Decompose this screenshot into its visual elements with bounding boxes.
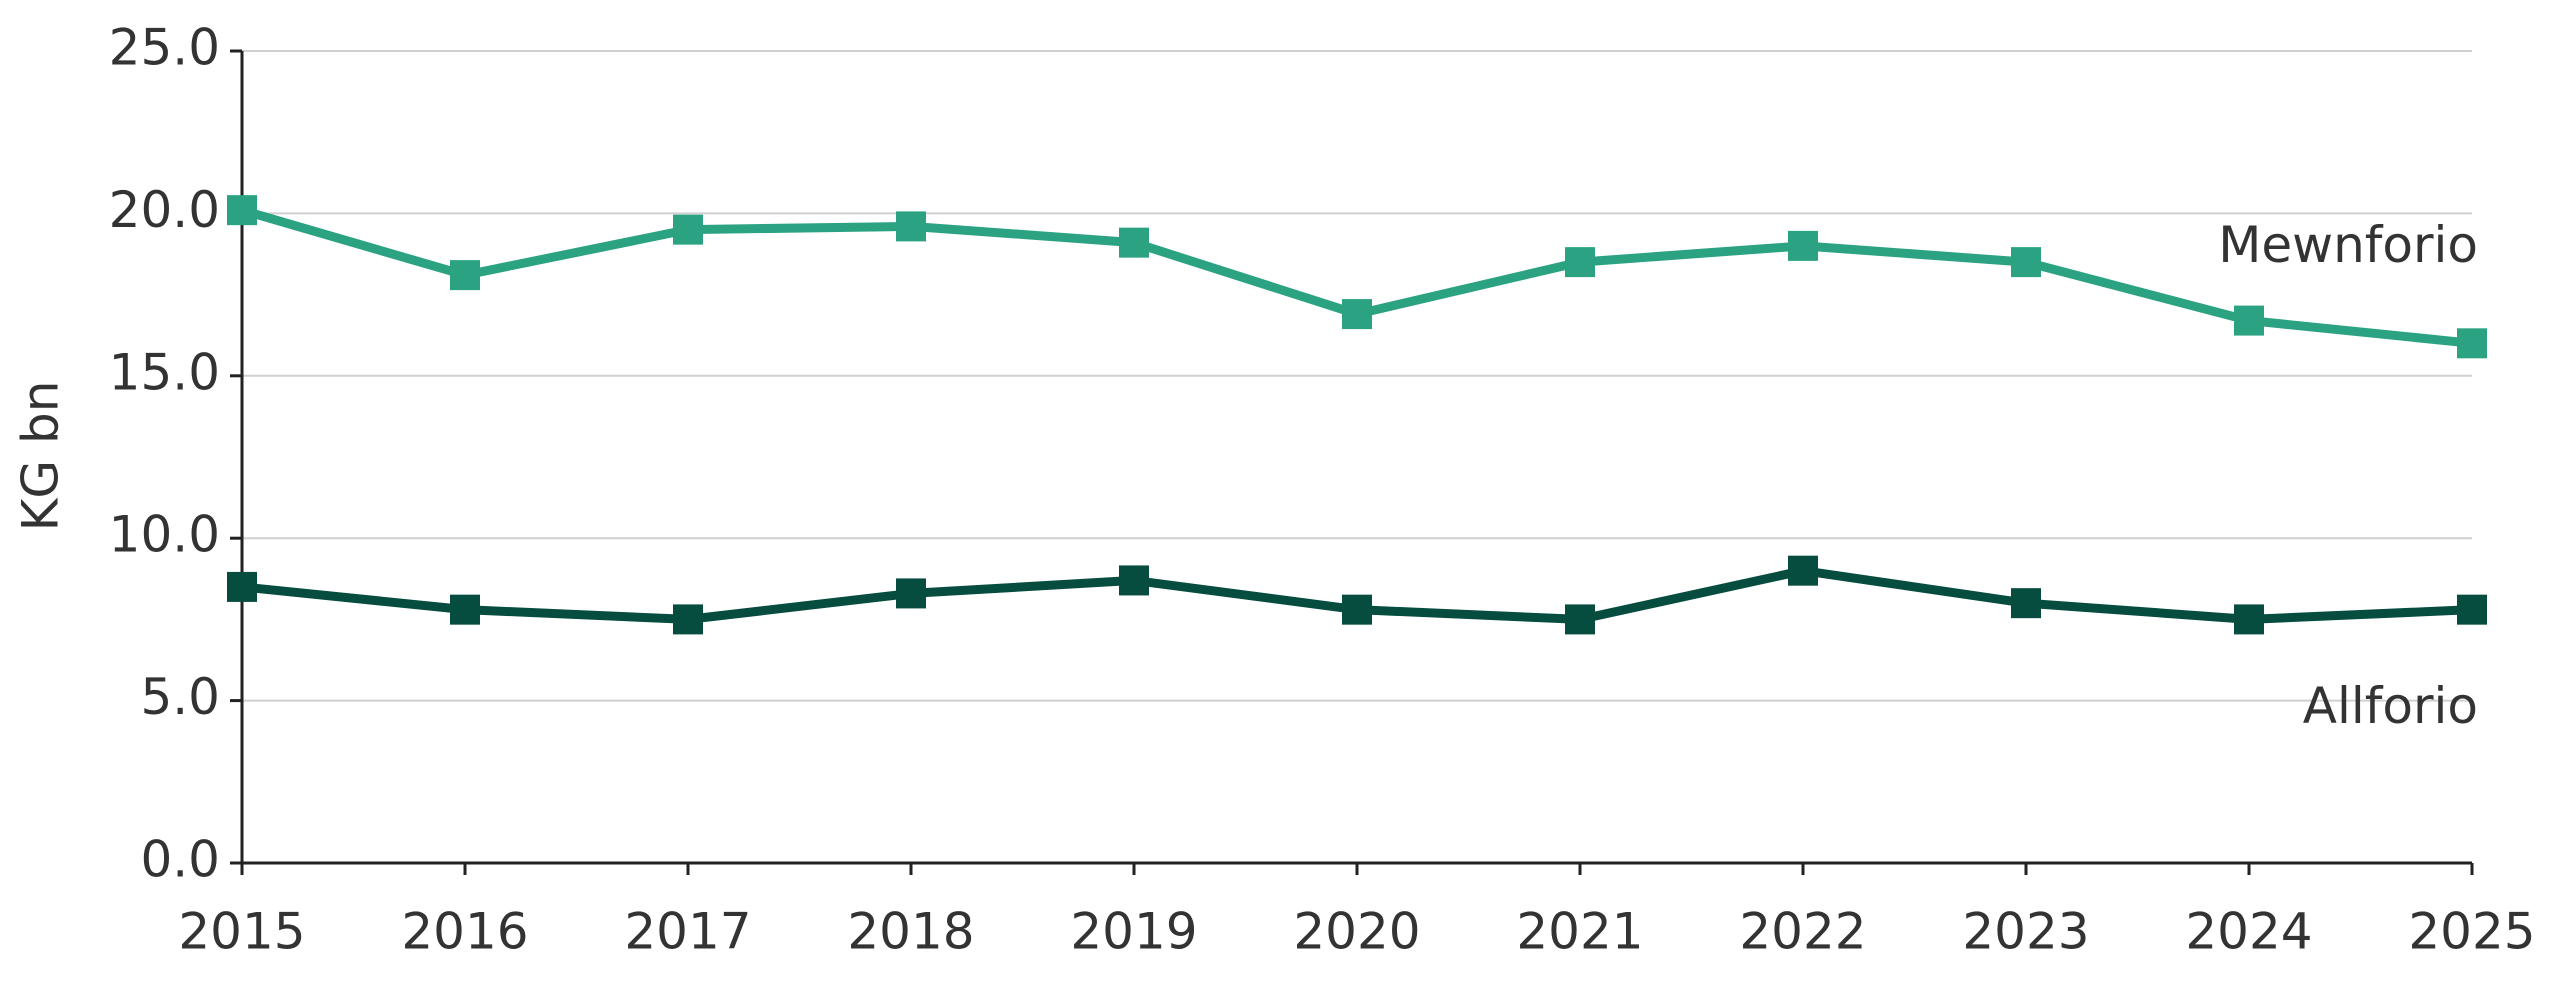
series-marker bbox=[2457, 594, 2487, 625]
y-tick-label: 25.0 bbox=[109, 19, 220, 77]
y-tick-label: 20.0 bbox=[109, 181, 220, 239]
x-tick-label: 2018 bbox=[847, 903, 974, 961]
x-tick-label: 2019 bbox=[1070, 903, 1197, 961]
x-tick-label: 2024 bbox=[2185, 903, 2312, 961]
series-marker bbox=[673, 214, 703, 245]
y-tick-label: 0.0 bbox=[140, 831, 220, 889]
x-tick-label: 2017 bbox=[624, 903, 751, 961]
series-marker bbox=[2011, 247, 2041, 278]
x-tick-label: 2020 bbox=[1293, 903, 1420, 961]
series-marker bbox=[1565, 247, 1595, 278]
series-marker bbox=[1788, 555, 1818, 586]
series-marker bbox=[673, 604, 703, 635]
series-marker bbox=[227, 195, 257, 226]
y-tick-label: 5.0 bbox=[140, 668, 220, 726]
series-marker bbox=[2011, 588, 2041, 619]
series-marker bbox=[1788, 230, 1818, 261]
y-axis-title: KG bn bbox=[12, 381, 70, 532]
series-marker bbox=[1119, 565, 1149, 596]
x-tick-label: 2023 bbox=[1962, 903, 2089, 961]
series-marker bbox=[2457, 328, 2487, 359]
x-tick-label: 2015 bbox=[178, 903, 305, 961]
x-tick-label: 2025 bbox=[2408, 903, 2535, 961]
series-marker bbox=[1342, 299, 1372, 330]
series-label: Mewnforio bbox=[2218, 216, 2478, 274]
series-marker bbox=[1342, 594, 1372, 625]
x-tick-label: 2022 bbox=[1739, 903, 1866, 961]
series-marker bbox=[896, 578, 926, 609]
series-label: Allforio bbox=[2303, 677, 2478, 735]
y-tick-label: 15.0 bbox=[109, 343, 220, 401]
y-tick-label: 10.0 bbox=[109, 506, 220, 564]
series-marker bbox=[1119, 227, 1149, 258]
series-marker bbox=[896, 211, 926, 242]
x-tick-label: 2021 bbox=[1516, 903, 1643, 961]
series-marker bbox=[1565, 604, 1595, 635]
series-marker bbox=[2234, 604, 2264, 635]
series-marker bbox=[2234, 305, 2264, 336]
series-marker bbox=[227, 571, 257, 602]
x-tick-label: 2016 bbox=[401, 903, 528, 961]
series-marker bbox=[450, 260, 480, 291]
series-marker bbox=[450, 594, 480, 625]
